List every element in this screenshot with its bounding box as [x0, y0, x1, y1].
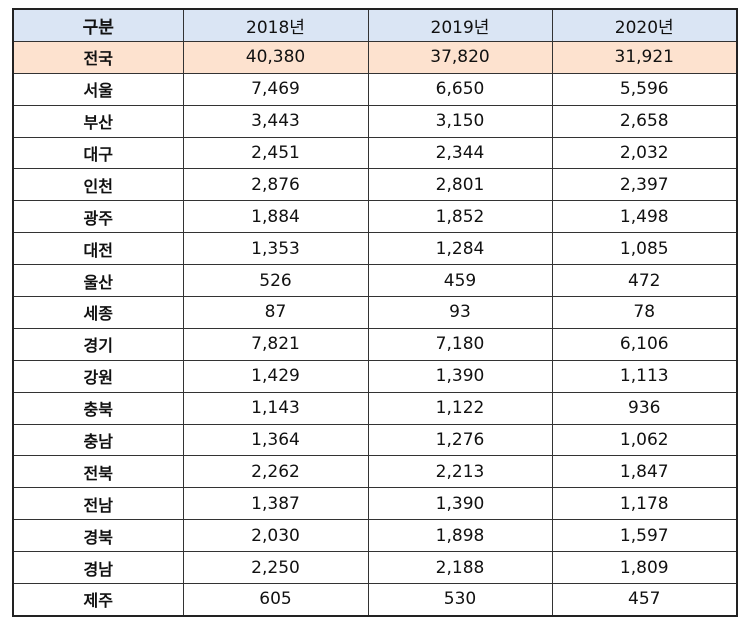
value-cell: 2,397	[551, 168, 738, 202]
value-cell: 605	[182, 583, 369, 617]
value-cell: 2,801	[367, 168, 553, 202]
value-cell: 1,276	[367, 423, 553, 457]
value-cell: 1,364	[182, 423, 369, 457]
value-cell: 2,658	[551, 104, 738, 138]
value-cell: 457	[551, 583, 738, 617]
table-row: 경기 7,821 7,180 6,106	[12, 327, 738, 361]
table-row: 인천 2,876 2,801 2,397	[12, 168, 738, 202]
value-cell: 2,188	[367, 551, 553, 585]
table-row: 경남 2,250 2,188 1,809	[12, 551, 738, 585]
value-cell: 6,650	[367, 72, 553, 106]
value-cell: 7,180	[367, 327, 553, 361]
region-cell: 대전	[12, 232, 184, 266]
value-cell: 87	[182, 296, 369, 329]
value-cell: 2,250	[182, 551, 369, 585]
value-cell: 1,597	[551, 519, 738, 553]
value-cell: 1,284	[367, 232, 553, 266]
value-cell: 1,390	[367, 359, 553, 393]
value-cell: 3,150	[367, 104, 553, 138]
region-cell: 전국	[12, 40, 184, 74]
value-cell: 2,451	[182, 136, 369, 170]
header-category: 구분	[12, 8, 184, 42]
value-cell: 526	[182, 264, 369, 298]
table-row: 전국 40,380 37,820 31,921	[12, 40, 738, 74]
region-yearly-table: 구분 2018년 2019년 2020년 전국 40,380 37,820 31,92…	[12, 8, 738, 617]
table-row: 충북 1,143 1,122 936	[12, 391, 738, 425]
table-row: 충남 1,364 1,276 1,062	[12, 423, 738, 457]
value-cell: 1,809	[551, 551, 738, 585]
region-cell: 경기	[12, 327, 184, 361]
value-cell: 1,143	[182, 391, 369, 425]
value-cell: 1,387	[182, 487, 369, 521]
table-row: 강원 1,429 1,390 1,113	[12, 359, 738, 393]
value-cell: 472	[551, 264, 738, 298]
value-cell: 40,380	[182, 40, 369, 74]
value-cell: 6,106	[551, 327, 738, 361]
region-cell: 제주	[12, 583, 184, 617]
value-cell: 78	[551, 296, 738, 329]
value-cell: 2,032	[551, 136, 738, 170]
table-body: 전국 40,380 37,820 31,921 서울 7,469 6,650 5,596 부산 3…	[12, 40, 738, 617]
value-cell: 2,344	[367, 136, 553, 170]
region-cell: 대구	[12, 136, 184, 170]
value-cell: 1,122	[367, 391, 553, 425]
value-cell: 37,820	[367, 40, 553, 74]
table-row: 경북 2,030 1,898 1,597	[12, 519, 738, 553]
value-cell: 31,921	[551, 40, 738, 74]
value-cell: 2,213	[367, 455, 553, 489]
header-2018: 2018년	[182, 8, 369, 42]
table-row: 대전 1,353 1,284 1,085	[12, 232, 738, 266]
region-cell: 부산	[12, 104, 184, 138]
value-cell: 936	[551, 391, 738, 425]
value-cell: 2,030	[182, 519, 369, 553]
header-2019: 2019년	[367, 8, 553, 42]
region-cell: 인천	[12, 168, 184, 202]
value-cell: 1,353	[182, 232, 369, 266]
value-cell: 2,876	[182, 168, 369, 202]
value-cell: 3,443	[182, 104, 369, 138]
value-cell: 1,852	[367, 200, 553, 234]
value-cell: 1,113	[551, 359, 738, 393]
table-row: 대구 2,451 2,344 2,032	[12, 136, 738, 170]
value-cell: 2,262	[182, 455, 369, 489]
value-cell: 1,847	[551, 455, 738, 489]
table-row: 전북 2,262 2,213 1,847	[12, 455, 738, 489]
value-cell: 7,821	[182, 327, 369, 361]
value-cell: 1,085	[551, 232, 738, 266]
table-row: 울산 526 459 472	[12, 264, 738, 298]
table-row: 광주 1,884 1,852 1,498	[12, 200, 738, 234]
region-cell: 세종	[12, 296, 184, 329]
region-cell: 전남	[12, 487, 184, 521]
value-cell: 7,469	[182, 72, 369, 106]
value-cell: 1,884	[182, 200, 369, 234]
region-cell: 충북	[12, 391, 184, 425]
table-row: 제주 605 530 457	[12, 583, 738, 617]
value-cell: 1,429	[182, 359, 369, 393]
region-cell: 울산	[12, 264, 184, 298]
value-cell: 1,178	[551, 487, 738, 521]
region-cell: 경남	[12, 551, 184, 585]
header-row: 구분 2018년 2019년 2020년	[12, 8, 738, 42]
header-2020: 2020년	[551, 8, 738, 42]
value-cell: 530	[367, 583, 553, 617]
region-cell: 서울	[12, 72, 184, 106]
table-row: 세종 87 93 78	[12, 296, 738, 329]
region-cell: 강원	[12, 359, 184, 393]
value-cell: 5,596	[551, 72, 738, 106]
table-row: 전남 1,387 1,390 1,178	[12, 487, 738, 521]
value-cell: 93	[367, 296, 553, 329]
region-cell: 경북	[12, 519, 184, 553]
region-cell: 광주	[12, 200, 184, 234]
value-cell: 1,498	[551, 200, 738, 234]
table-row: 부산 3,443 3,150 2,658	[12, 104, 738, 138]
region-cell: 충남	[12, 423, 184, 457]
value-cell: 1,390	[367, 487, 553, 521]
value-cell: 1,898	[367, 519, 553, 553]
table-row: 서울 7,469 6,650 5,596	[12, 72, 738, 106]
data-table-container: 구분 2018년 2019년 2020년 전국 40,380 37,820 31,92…	[12, 8, 738, 617]
table-header: 구분 2018년 2019년 2020년	[12, 8, 738, 42]
value-cell: 1,062	[551, 423, 738, 457]
region-cell: 전북	[12, 455, 184, 489]
value-cell: 459	[367, 264, 553, 298]
